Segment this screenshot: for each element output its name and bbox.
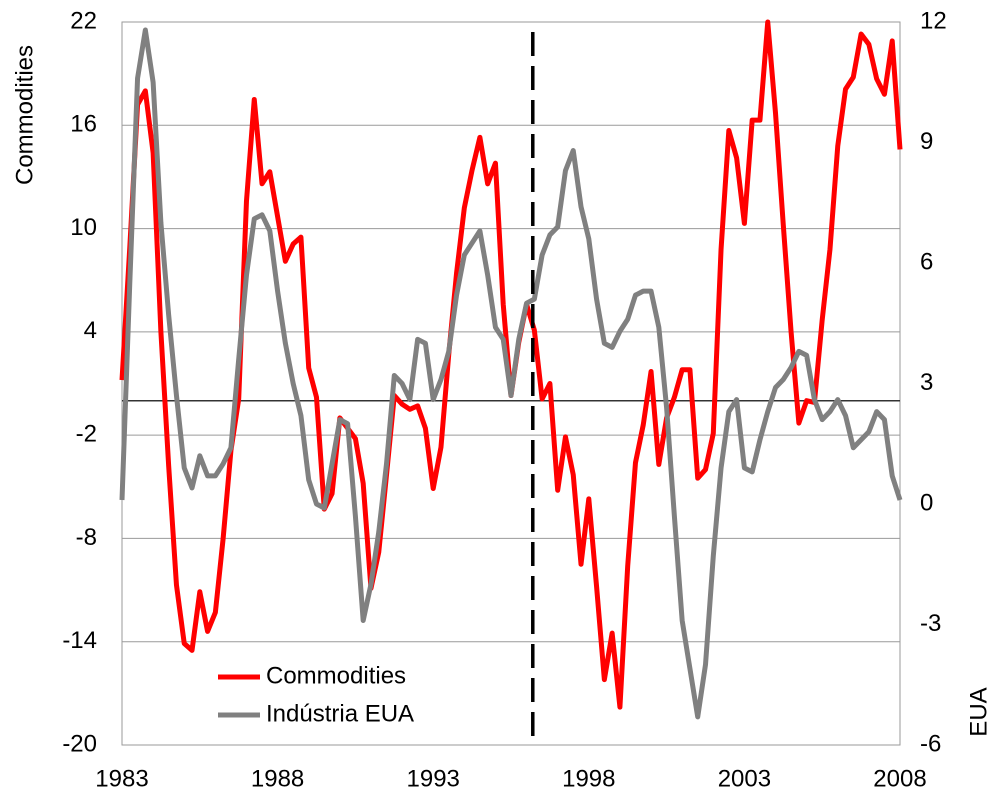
y-axis-title: Commodities [11,45,38,185]
x-tick-label: 2008 [873,765,926,792]
y-tick-label: -2 [76,420,97,447]
legend-label: Commodities [266,662,406,689]
plot-frame [121,21,901,746]
y-tick-label: -8 [76,524,97,551]
x-tick-label: 1998 [562,765,615,792]
y-tick-label: -20 [62,730,97,757]
x-tick-label: 1983 [95,765,148,792]
y-tick-label: -14 [62,627,97,654]
y-tick-label: 10 [70,214,97,241]
y2-tick-label: 3 [920,369,933,396]
x-tick-label: 2003 [718,765,771,792]
y2-tick-label: 0 [920,489,933,516]
legend-label: Indústria EUA [266,700,414,727]
y2-tick-label: 12 [920,7,947,34]
y2-tick-label: -6 [920,730,941,757]
y2-tick-label: -3 [920,610,941,637]
y-tick-label: 4 [84,317,97,344]
y2-tick-label: 6 [920,248,933,275]
x-tick-label: 1988 [251,765,304,792]
series-line [119,27,903,720]
y2-axis-title: EUA [965,687,992,736]
y-tick-label: 16 [70,111,97,138]
y2-tick-label: 9 [920,128,933,155]
x-tick-label: 1993 [407,765,460,792]
y-tick-label: 22 [70,7,97,34]
